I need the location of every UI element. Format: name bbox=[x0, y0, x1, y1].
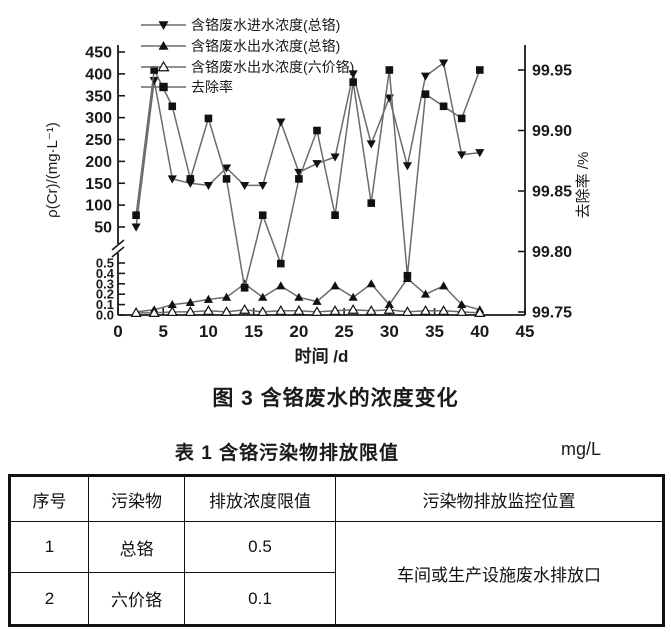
series-0 bbox=[131, 59, 485, 232]
header-monitoring-location: 污染物排放监控位置 bbox=[335, 475, 664, 522]
table-row: 1 总铬 0.5 车间或生产设施废水排放口 bbox=[9, 521, 664, 626]
svg-text:0.3: 0.3 bbox=[96, 276, 114, 291]
table-header-row: 序号 污染物 排放浓度限值 污染物排放监控位置 bbox=[9, 475, 664, 522]
figure-caption: 图 3 含铬废水的浓度变化 bbox=[212, 387, 459, 410]
cell-limit-1: 0.5 bbox=[184, 521, 336, 573]
y-axis-right-label: 去除率 /% bbox=[575, 152, 592, 219]
svg-text:含铬废水进水浓度(总铬): 含铬废水进水浓度(总铬) bbox=[191, 17, 340, 33]
emission-limits-table: 序号 污染物 排放浓度限值 污染物排放监控位置 1 总铬 0.5 车间或生产设施… bbox=[8, 474, 665, 627]
svg-text:30: 30 bbox=[380, 322, 399, 341]
svg-text:含铬废水出水浓度(总铬): 含铬废水出水浓度(总铬) bbox=[191, 38, 340, 54]
svg-text:250: 250 bbox=[85, 132, 112, 149]
figure-3-chart-area: 450 400 350 300 250 200 150 100 50 0.5 0.4 0.3 0.2 0.… bbox=[44, 17, 592, 366]
svg-text:0: 0 bbox=[113, 322, 122, 341]
y-axis-left-label: ρ(Cr)/(mg·L⁻¹) bbox=[44, 122, 61, 218]
svg-text:25: 25 bbox=[335, 322, 354, 341]
cell-no-1: 1 bbox=[9, 521, 89, 573]
cell-monitoring-location: 车间或生产设施废水排放口 bbox=[335, 521, 664, 626]
cell-limit-2: 0.1 bbox=[184, 572, 336, 626]
svg-text:35: 35 bbox=[425, 322, 444, 341]
svg-text:99.85: 99.85 bbox=[532, 184, 572, 201]
svg-text:0.2: 0.2 bbox=[96, 287, 114, 302]
svg-text:0.0: 0.0 bbox=[96, 308, 114, 323]
svg-text:去除率: 去除率 bbox=[191, 79, 233, 95]
svg-text:50: 50 bbox=[94, 220, 112, 237]
svg-text:0.1: 0.1 bbox=[96, 297, 114, 312]
cell-pollutant-2: 六价铬 bbox=[88, 572, 185, 626]
series-1 bbox=[131, 274, 485, 316]
svg-text:150: 150 bbox=[85, 176, 112, 193]
svg-text:10: 10 bbox=[199, 322, 218, 341]
cell-pollutant-1: 总铬 bbox=[88, 521, 185, 573]
svg-text:15: 15 bbox=[244, 322, 263, 341]
svg-text:0.5: 0.5 bbox=[96, 256, 114, 271]
svg-text:45: 45 bbox=[516, 322, 535, 341]
cell-no-2: 2 bbox=[9, 572, 89, 626]
table-row: 2 六价铬 0.1 bbox=[9, 572, 664, 626]
svg-text:40: 40 bbox=[470, 322, 489, 341]
svg-text:350: 350 bbox=[85, 88, 112, 105]
chart-legend: 含铬废水进水浓度(总铬) 含铬废水出水浓度(总铬) 含铬废水出水浓度(六价铬) 去除率 bbox=[141, 17, 354, 95]
svg-text:0.4: 0.4 bbox=[96, 266, 115, 281]
concentration-line-chart: 450400350300250200150100500.50.40.30.20.… bbox=[44, 17, 592, 366]
series-3 bbox=[132, 66, 484, 292]
x-axis-label: 时间 /d bbox=[295, 346, 349, 366]
svg-text:99.80: 99.80 bbox=[532, 244, 572, 261]
svg-text:5: 5 bbox=[158, 322, 167, 341]
svg-text:300: 300 bbox=[85, 110, 112, 127]
header-limit: 排放浓度限值 bbox=[184, 475, 336, 522]
series-2 bbox=[130, 303, 486, 317]
svg-text:200: 200 bbox=[85, 154, 112, 171]
svg-text:100: 100 bbox=[85, 198, 112, 215]
svg-text:99.90: 99.90 bbox=[532, 123, 572, 140]
header-serial-number: 序号 bbox=[9, 475, 89, 522]
table-title: 表 1 含铬污染物排放限值 bbox=[174, 443, 400, 464]
table-title-row: 表 1 含铬污染物排放限值 mg/L bbox=[0, 438, 671, 466]
table-unit-label: mg/L bbox=[560, 439, 601, 459]
svg-text:400: 400 bbox=[85, 66, 112, 83]
header-pollutant: 污染物 bbox=[88, 475, 185, 522]
y-axis-left: 450400350300250200150100500.50.40.30.20.… bbox=[44, 45, 125, 323]
y-axis-right: 99.95 99.90 99.85 99.80 99.75 去除率 /% bbox=[518, 45, 592, 322]
svg-text:20: 20 bbox=[289, 322, 308, 341]
svg-text:99.75: 99.75 bbox=[532, 305, 572, 322]
svg-text:99.95: 99.95 bbox=[532, 63, 572, 80]
svg-text:含铬废水出水浓度(六价铬): 含铬废水出水浓度(六价铬) bbox=[191, 59, 354, 75]
svg-text:450: 450 bbox=[85, 45, 112, 62]
x-axis: 0 5 10 15 20 25 30 35 40 45 时间 /d bbox=[113, 308, 534, 366]
